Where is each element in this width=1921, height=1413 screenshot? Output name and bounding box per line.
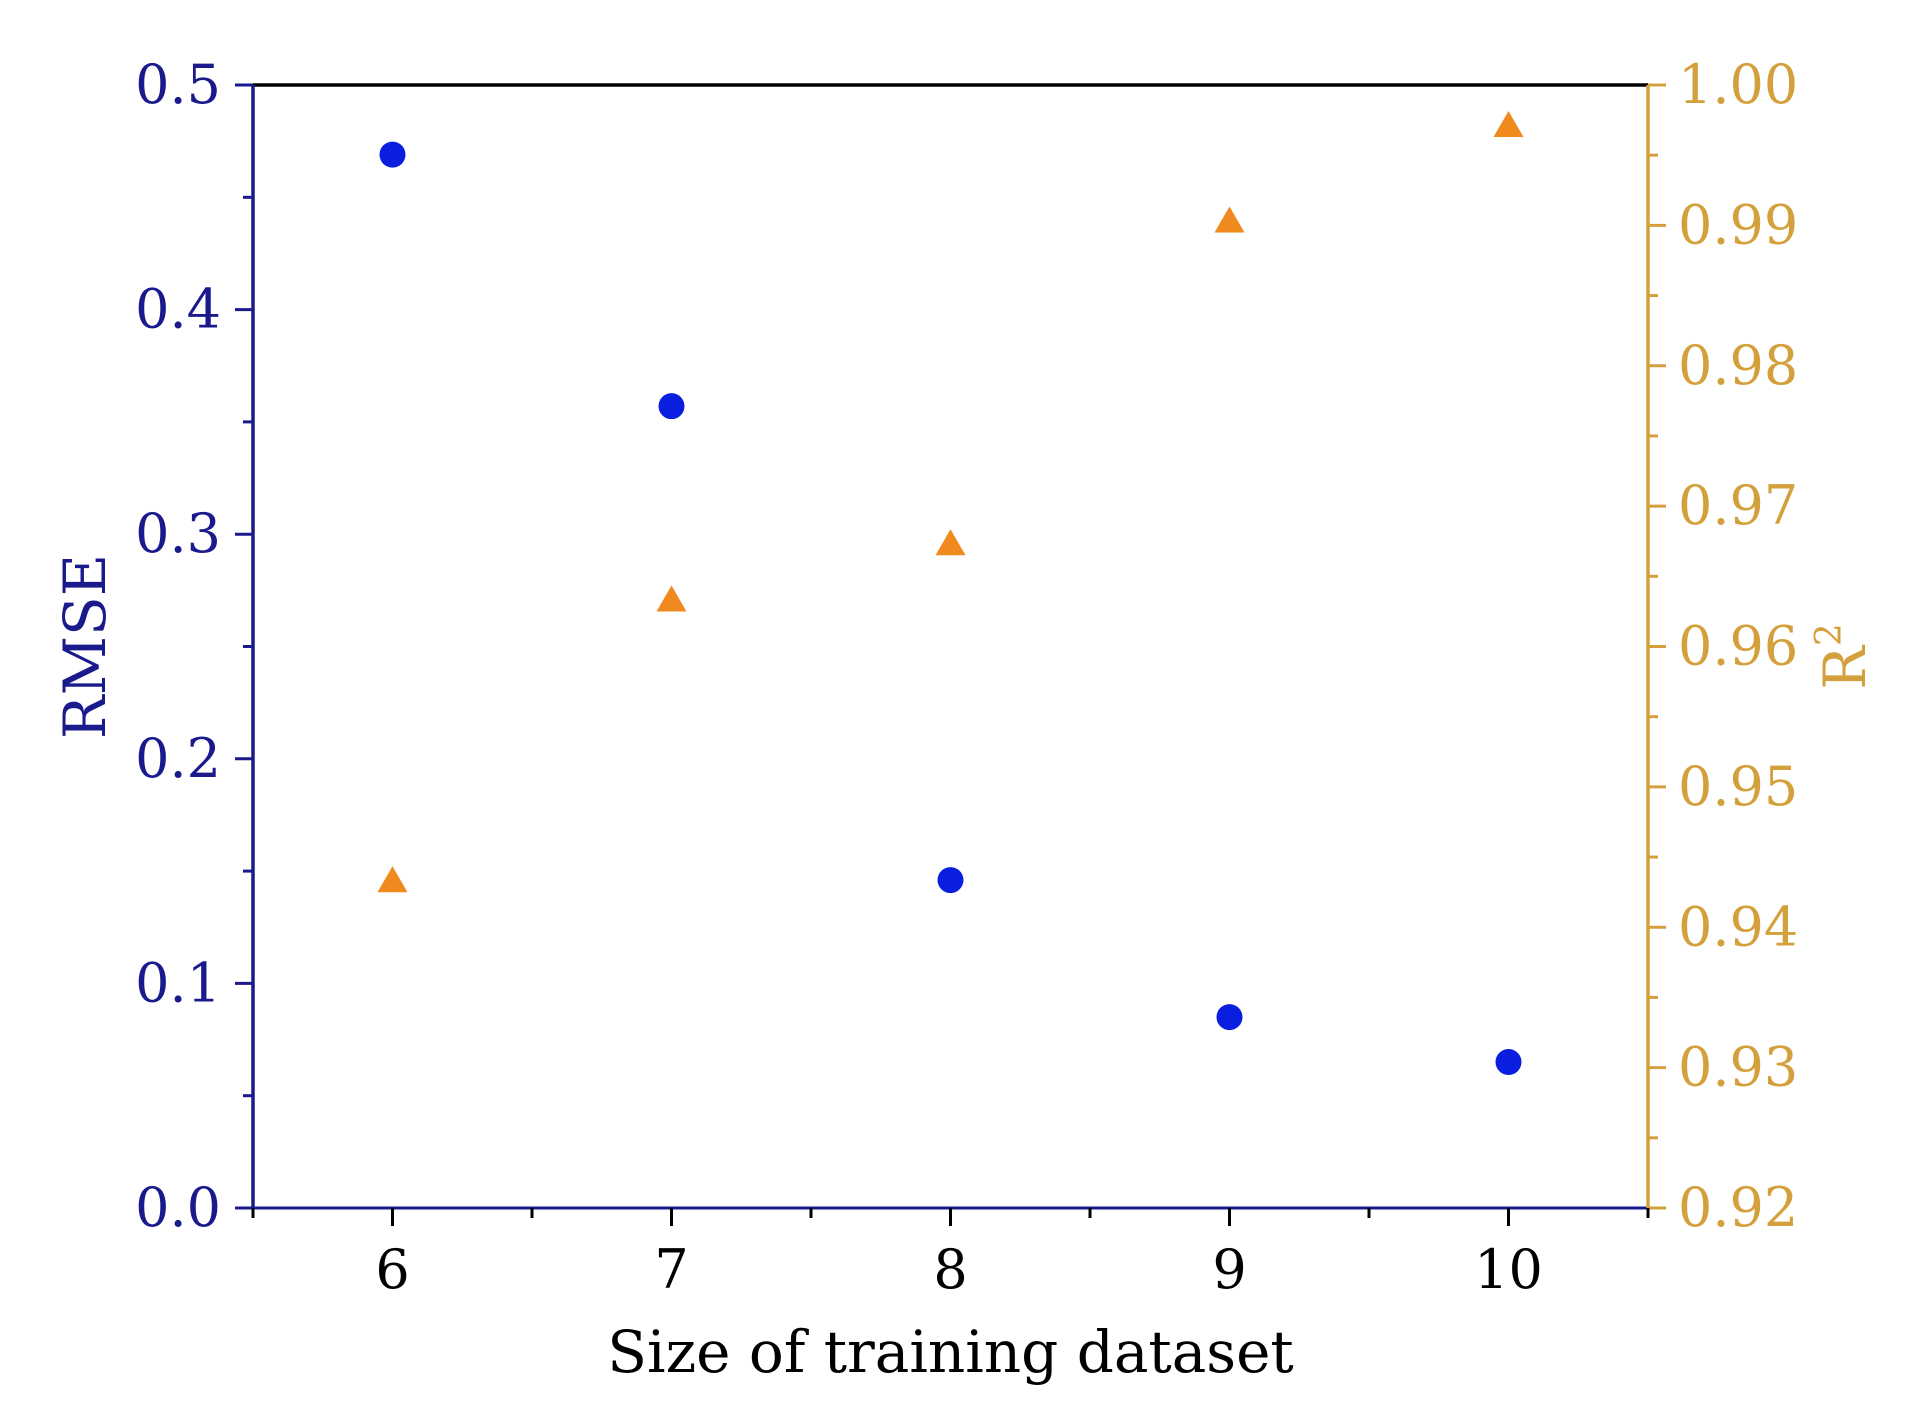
r2-point: [1493, 110, 1524, 137]
right-tick-label: 0.97: [1678, 474, 1798, 537]
r2-point: [1214, 206, 1245, 233]
left-tick-label: 0.2: [135, 727, 221, 790]
x-tick-label: 9: [1212, 1238, 1246, 1301]
rmse-point: [1216, 1004, 1243, 1031]
marks-layer: [377, 110, 1524, 1076]
left-axis-title: RMSE: [51, 554, 119, 739]
r2-point: [656, 585, 687, 612]
right-axis-title: R2: [1809, 623, 1879, 690]
right-axis-title-superscript: 2: [1809, 623, 1850, 646]
right-tick-label: 0.93: [1678, 1036, 1798, 1099]
right-tick-label: 1.00: [1678, 53, 1798, 116]
x-tick-label: 6: [375, 1238, 409, 1301]
right-tick-label: 0.96: [1678, 615, 1798, 678]
left-tick-label: 0.5: [135, 53, 221, 116]
left-tick-label: 0.1: [135, 951, 221, 1014]
rmse-point: [379, 141, 406, 168]
right-tick-label: 0.99: [1678, 193, 1798, 256]
right-tick-label: 0.92: [1678, 1176, 1798, 1239]
x-tick-label: 8: [933, 1238, 967, 1301]
labels-layer: 0.0 0.1 0.2 0.3 0.4 0.5 0.92 0.93 0.94 0.95 0.96 0.…: [51, 53, 1879, 1386]
right-axis-title-base: R: [1811, 644, 1879, 690]
r2-point: [935, 529, 966, 556]
rmse-point: [1495, 1049, 1522, 1076]
right-tick-label: 0.94: [1678, 895, 1798, 958]
axes-layer: [235, 83, 1666, 1226]
rmse-point: [937, 867, 964, 894]
right-tick-label: 0.95: [1678, 755, 1798, 818]
left-tick-label: 0.3: [135, 502, 221, 565]
left-tick-label: 0.4: [135, 278, 221, 341]
x-axis-title: Size of training dataset: [607, 1318, 1293, 1386]
rmse-point: [658, 393, 685, 420]
left-tick-label: 0.0: [135, 1176, 221, 1239]
right-tick-label: 0.98: [1678, 334, 1798, 397]
r2-point: [377, 866, 408, 893]
x-tick-label: 7: [654, 1238, 688, 1301]
x-tick-label: 10: [1474, 1238, 1543, 1301]
